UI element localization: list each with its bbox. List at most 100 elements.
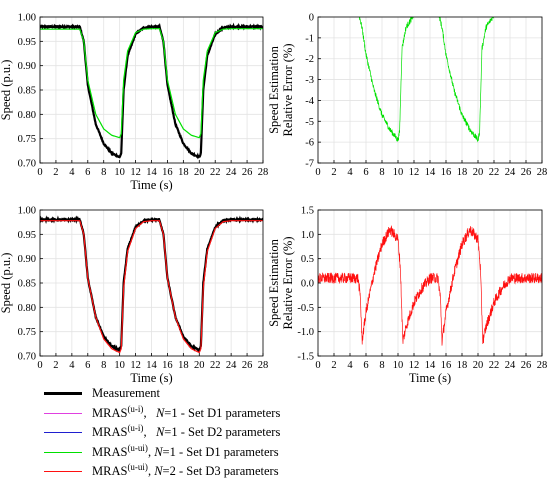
- x-tick-label: 4: [69, 167, 75, 178]
- x-tick-label: 4: [347, 360, 353, 371]
- y-tick-label: -5: [305, 117, 314, 128]
- x-tick-label: 24: [505, 167, 516, 178]
- x-tick-label: 12: [130, 360, 141, 371]
- x-tick-label: 16: [441, 360, 452, 371]
- x-tick-label: 28: [537, 360, 548, 371]
- x-axis-label: Time (s): [130, 178, 172, 192]
- x-tick-label: 0: [315, 167, 320, 178]
- x-axis-label: Time (s): [409, 371, 451, 385]
- x-tick-label: 10: [393, 360, 404, 371]
- x-tick-label: 6: [363, 167, 368, 178]
- legend-item-mras-ui-d1: MRAS(u-i), N=1 - Set D1 parameters: [44, 404, 344, 424]
- x-tick-label: 6: [363, 360, 368, 371]
- x-tick-label: 24: [505, 360, 516, 371]
- y-axis-label: Speed (p.u.): [0, 60, 13, 121]
- x-tick-label: 26: [521, 167, 532, 178]
- x-axis-label: Time (s): [130, 371, 172, 385]
- x-tick-label: 20: [473, 360, 484, 371]
- legend-label: MRAS(u-i), N=1 - Set D1 parameters: [92, 403, 281, 420]
- y-tick-label: 0.0: [301, 279, 314, 290]
- x-tick-label: 22: [210, 360, 221, 371]
- y-tick-label: 1.00: [18, 206, 36, 217]
- legend-label: MRAS(u-i), N=1 - Set D2 parameters: [92, 423, 281, 440]
- y-tick-label: 1.5: [301, 206, 314, 217]
- x-tick-label: 0: [37, 167, 42, 178]
- y-tick-label: 1.0: [301, 230, 314, 241]
- x-tick-label: 20: [473, 167, 484, 178]
- legend-label: MRAS(u-ui), N=2 - Set D3 parameters: [92, 462, 279, 479]
- x-tick-label: 20: [194, 360, 205, 371]
- x-tick-label: 10: [393, 167, 404, 178]
- y-tick-label: 0.95: [18, 37, 36, 48]
- x-tick-label: 8: [379, 167, 384, 178]
- legend-swatch: [44, 412, 82, 414]
- y-tick-label: -1.5: [297, 352, 314, 363]
- x-tick-label: 12: [409, 167, 420, 178]
- x-tick-label: 22: [210, 167, 221, 178]
- x-tick-label: 14: [425, 167, 436, 178]
- x-tick-label: 18: [457, 167, 468, 178]
- panel-top-left: 0 2 4 6 8 10 12 14 16 18 20 22 24 26 280.700.750.800.8…: [0, 13, 268, 193]
- x-tick-label: 2: [331, 360, 336, 371]
- y-tick-label: -1.0: [297, 327, 314, 338]
- x-tick-label: 24: [226, 167, 237, 178]
- x-tick-label: 12: [409, 360, 420, 371]
- y-tick-label: 0.90: [18, 61, 36, 72]
- x-tick-label: 28: [258, 360, 269, 371]
- legend-label: MRAS(u-ui), N=1 - Set D1 parameters: [92, 442, 279, 459]
- x-tick-label: 2: [331, 167, 336, 178]
- y-tick-label: -4: [305, 96, 314, 107]
- x-tick-label: 20: [194, 167, 205, 178]
- y-tick-label: 0.85: [18, 86, 36, 97]
- x-tick-label: 10: [114, 167, 125, 178]
- panel-bottom-right: 0 2 4 6 8 10 12 14 16 18 20 22 24 26 28-1.5-1.0-0.50.0…: [267, 206, 547, 386]
- x-tick-label: 0: [315, 360, 320, 371]
- y-tick-label: -7: [305, 159, 314, 170]
- y-tick-label: 0.70: [18, 352, 36, 363]
- legend-item-measurement: Measurement: [44, 384, 344, 404]
- y-axis-label: Speed EstimationRelative Error (%): [267, 43, 295, 136]
- y-tick-label: -3: [305, 75, 314, 86]
- x-tick-label: 0: [37, 360, 42, 371]
- x-tick-label: 2: [53, 360, 58, 371]
- x-tick-label: 10: [114, 360, 125, 371]
- y-tick-label: 1.00: [18, 13, 36, 24]
- y-tick-label: 0.95: [18, 230, 36, 241]
- x-tick-label: 14: [146, 360, 157, 371]
- x-tick-label: 26: [242, 360, 253, 371]
- legend-swatch: [44, 471, 82, 473]
- y-tick-label: -6: [305, 138, 314, 149]
- x-tick-label: 22: [489, 360, 500, 371]
- y-tick-label: -0.5: [297, 303, 314, 314]
- y-tick-label: 0.75: [18, 327, 36, 338]
- x-tick-label: 12: [130, 167, 141, 178]
- y-tick-label: 0.75: [18, 134, 36, 145]
- y-tick-label: 0.5: [301, 254, 314, 265]
- x-tick-label: 16: [162, 360, 173, 371]
- x-tick-label: 8: [101, 167, 106, 178]
- x-tick-label: 6: [85, 360, 90, 371]
- x-tick-label: 18: [178, 360, 189, 371]
- y-axis-label: Speed (p.u.): [0, 253, 13, 314]
- x-tick-label: 22: [489, 167, 500, 178]
- x-tick-label: 6: [85, 167, 90, 178]
- x-tick-label: 14: [146, 167, 157, 178]
- y-tick-label: 0.80: [18, 110, 36, 121]
- y-tick-label: 0: [309, 13, 314, 24]
- series-line: [40, 22, 263, 160]
- x-tick-label: 28: [258, 167, 269, 178]
- panel-top-right: 0 2 4 6 8 10 12 14 16 18 20 22 24 26 28-7-6-5-4-3-2-10…: [267, 13, 547, 179]
- x-tick-label: 18: [178, 167, 189, 178]
- series-line: [40, 220, 263, 354]
- x-tick-label: 4: [69, 360, 75, 371]
- legend-swatch: [44, 432, 82, 434]
- x-tick-label: 2: [53, 167, 58, 178]
- series-line: [40, 28, 263, 139]
- legend-swatch: [44, 392, 82, 396]
- y-tick-label: 0.85: [18, 279, 36, 290]
- y-tick-label: -2: [305, 54, 314, 65]
- y-axis-label: Speed EstimationRelative Error (%): [267, 236, 295, 329]
- legend: Measurement MRAS(u-i), N=1 - Set D1 para…: [44, 384, 344, 482]
- legend-swatch: [44, 451, 82, 453]
